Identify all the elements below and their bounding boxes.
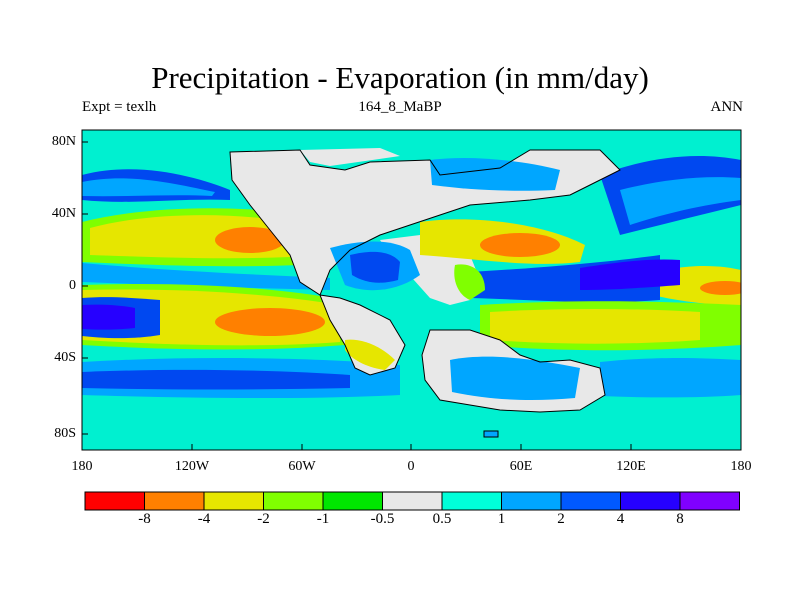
central-wet-core xyxy=(350,251,400,283)
period-label: 164_8_MaBP xyxy=(358,99,442,115)
southern-west-dry-patch xyxy=(345,339,395,370)
northern-interior-dry-peak xyxy=(480,233,560,257)
southern-east-coastline xyxy=(421,329,606,413)
lon-label-60w: 60W xyxy=(288,459,316,474)
colorbar-label-7: 2 xyxy=(557,511,565,527)
lon-label-60e: 60E xyxy=(509,459,533,474)
northern-interior-wet xyxy=(430,158,560,191)
map-title: Precipitation - Evaporation (in mm/day) xyxy=(151,60,649,95)
colorbar-box-2 xyxy=(203,491,264,511)
map-field xyxy=(82,130,741,450)
southern-east-wet-band xyxy=(600,358,741,398)
lon-label-180e: 180 xyxy=(730,459,752,474)
lat-label-80n: 80N xyxy=(51,134,76,149)
east-tropical-dry-peak xyxy=(700,281,741,295)
colorbar-label-9: 8 xyxy=(676,511,684,527)
north-east-wet-core xyxy=(620,177,741,225)
colorbar-box-6 xyxy=(441,491,502,511)
colorbar-box-9 xyxy=(620,491,681,511)
itcz-pacific-wet-band xyxy=(82,263,330,290)
season-label: ANN xyxy=(710,99,744,115)
north-pacific-wet-core xyxy=(82,178,215,197)
lat-label-80s: 80S xyxy=(54,426,76,441)
north-pacific-dry-peak xyxy=(215,227,285,253)
colorbar-box-5 xyxy=(382,491,443,511)
colorbar-label-3: -1 xyxy=(316,511,330,527)
colorbar-label-1: -4 xyxy=(197,511,211,527)
colorbar-box-7 xyxy=(501,491,562,511)
colorbar-label-5: 0.5 xyxy=(432,511,452,527)
northern-coastline xyxy=(229,149,621,296)
lon-label-180w: 180 xyxy=(71,459,93,474)
colorbar-label-8: 4 xyxy=(616,511,625,527)
lon-tick-marks xyxy=(191,444,632,450)
south-indian-dry-core xyxy=(490,309,700,344)
colorbar-label-0: -8 xyxy=(138,511,151,527)
lon-label-120e: 120E xyxy=(616,459,646,474)
lat-tick-marks xyxy=(82,141,88,435)
lon-label-0: 0 xyxy=(407,459,415,474)
lat-label-40s: 40S xyxy=(54,350,76,365)
colorbar-box-4 xyxy=(322,491,383,511)
lat-label-0: 0 xyxy=(69,278,76,293)
southern-west-coastline xyxy=(319,294,406,376)
southern-ocean-wet-core xyxy=(82,369,350,390)
colorbar-label-4: -0.5 xyxy=(370,511,395,527)
colorbar-label-2: -2 xyxy=(257,511,270,527)
lat-label-40n: 40N xyxy=(51,206,76,221)
colorbar-label-6: 1 xyxy=(497,511,506,527)
small-island xyxy=(483,430,499,438)
south-pacific-dry-peak xyxy=(215,308,325,336)
south-pacific-west-core xyxy=(82,304,135,330)
colorbar-box-1 xyxy=(144,491,205,511)
colorbar-box-3 xyxy=(263,491,324,511)
northern-continent-rim xyxy=(300,148,400,166)
lon-label-120w: 120W xyxy=(174,459,210,474)
colorbar-box-8 xyxy=(560,491,621,511)
colorbar-box-0 xyxy=(84,491,145,511)
colorbar-box-10 xyxy=(679,491,740,511)
central-dry-patch xyxy=(454,264,485,300)
experiment-label: Expt = texlh xyxy=(82,99,157,115)
southern-interior-wet xyxy=(450,356,580,400)
itcz-indian-wet-core xyxy=(580,259,680,290)
colorbar xyxy=(84,491,740,511)
